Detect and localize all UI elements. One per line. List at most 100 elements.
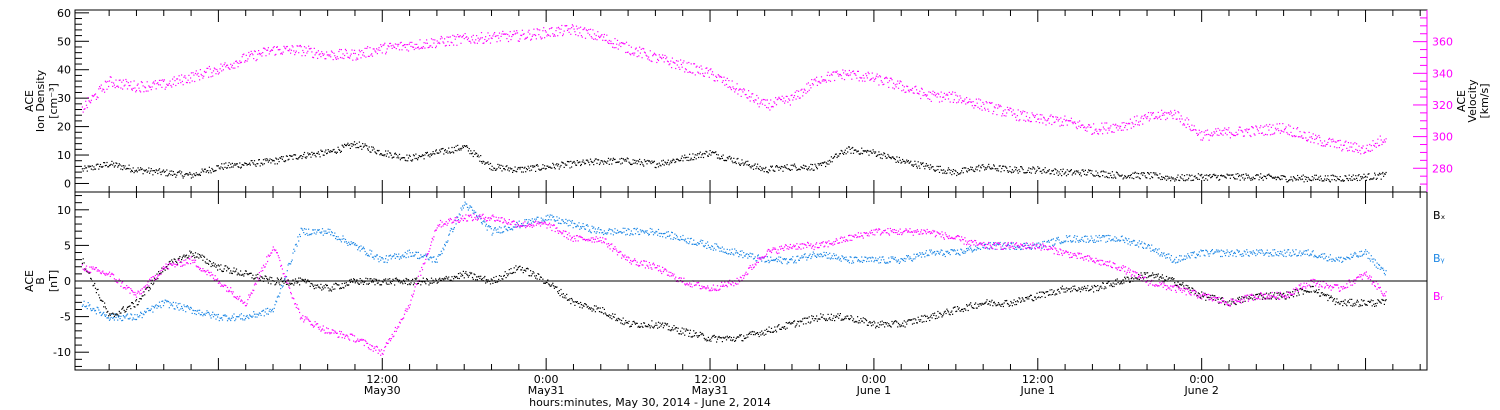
ion-density-series-point [344,144,347,146]
velocity-series-point [994,107,996,109]
ion-density-series-point [276,158,278,160]
ion-density-series-point [1108,177,1110,179]
velocity-series-point [1269,123,1271,126]
ion-density-series-point [808,166,810,168]
bx-series-point [1034,296,1036,298]
ion-density-series-point [206,170,208,172]
velocity-series-point [1020,111,1022,113]
ion-density-series-point [621,162,623,164]
ion-density-series-point [220,166,222,168]
bx-series-point [377,282,379,284]
ion-density-series-point [816,168,818,170]
bx-series-point [1145,272,1147,274]
velocity-series-point [579,32,581,34]
bx-series-point [1138,273,1140,276]
velocity-series-point [714,80,716,82]
ion-density-series-point [1107,172,1109,174]
ion-density-series-point [505,165,507,168]
ion-density-series-point [1042,169,1044,171]
bx-series-point [534,275,536,277]
velocity-series-point [499,40,501,42]
ion-density-series-point [298,157,300,159]
ion-density-series-point [1351,179,1354,181]
velocity-series-point [1082,124,1084,126]
bx-series-point [1052,291,1054,293]
bx-series-point [925,315,927,318]
ion-density-series-point [682,160,684,162]
ion-density-series-point [689,159,691,161]
velocity-series-point [984,107,986,109]
bx-series-point [781,326,783,328]
ion-density-series-point [417,159,419,161]
bx-series-point [512,272,514,274]
ion-density-series-point [698,153,700,155]
velocity-series-point [203,75,205,77]
bx-series-point [903,320,905,322]
ion-density-series-point [1080,175,1082,177]
bx-series-point [1235,303,1237,306]
bx-series-point [1049,289,1051,291]
velocity-series-point [793,96,795,99]
ion-density-series-point [857,150,859,152]
velocity-series-point [1155,116,1157,118]
bx-series-point [458,277,460,280]
bx-series-point [755,332,757,334]
ion-density-series-point [588,161,590,164]
ion-density-series-point [1373,177,1375,179]
ion-density-series-point [715,151,717,153]
bx-series-point [1072,285,1074,287]
bx-series-point [150,282,152,284]
velocity-series-point [386,48,388,50]
ion-density-series-point [1153,172,1155,174]
bx-series-point [947,310,949,312]
ion-density-series-point [1050,173,1052,175]
velocity-series-point [831,74,833,76]
bx-series-point [370,278,372,280]
bx-series-point [931,317,933,319]
velocity-series-point [1079,126,1082,128]
velocity-series-point [1379,135,1381,137]
velocity-series-point [1104,122,1106,124]
velocity-series-point [1113,131,1115,133]
ion-density-series-point [1021,167,1023,169]
velocity-series-point [1153,118,1155,120]
bx-series-point [430,277,433,279]
bx-series-point [806,317,808,319]
velocity-series-point [304,55,306,57]
velocity-series-point [359,51,361,53]
bx-series-point [881,320,883,322]
bx-series-point [237,272,239,274]
velocity-series-point [1313,142,1315,144]
velocity-series-point [785,95,787,97]
bx-series-point [744,337,746,339]
velocity-series-point [995,104,997,106]
ion-density-series-point [203,168,206,170]
velocity-series-point [345,50,347,52]
bx-series-point [616,320,619,322]
velocity-series-point [983,103,985,105]
ion-density-series-point [397,155,399,157]
ion-density-series-point [759,165,761,168]
ion-density-series-point [882,154,884,156]
velocity-series-point [258,52,260,54]
velocity-series-point [1374,142,1376,145]
velocity-series-point [153,83,156,85]
ion-density-series-point [1362,177,1364,179]
ion-density-series-point [973,170,975,172]
ion-density-series-point [539,169,541,171]
velocity-series-point [285,48,287,50]
ion-density-series-point [185,173,187,175]
ion-density-series-point [1081,169,1083,171]
bx-series-point [873,320,875,322]
ion-density-series-point [178,171,180,173]
velocity-series-point [1224,127,1226,129]
bx-series-point [131,302,133,304]
velocity-series-point [1251,126,1254,128]
bx-series-point [468,274,470,277]
ion-density-series-point [412,154,415,156]
velocity-series-point [789,104,791,106]
ion-density-series-point [1082,169,1084,171]
bx-series-point [322,288,324,290]
velocity-series-point [1102,133,1104,135]
velocity-series-point [731,80,733,82]
